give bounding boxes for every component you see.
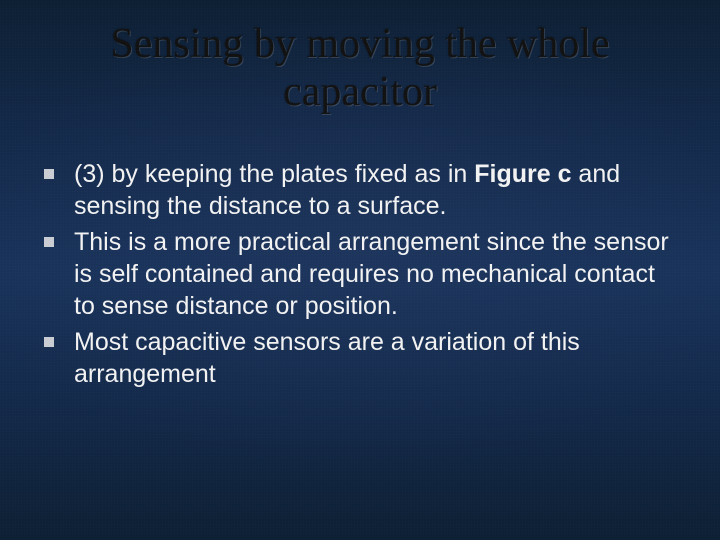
bullet-item: (3) by keeping the plates fixed as in Fi… xyxy=(44,158,670,222)
slide-body: (3) by keeping the plates fixed as in Fi… xyxy=(44,158,670,394)
slide: Sensing by moving the whole capacitor (3… xyxy=(0,0,720,540)
title-line-1: Sensing by moving the whole xyxy=(110,21,609,67)
slide-title: Sensing by moving the whole capacitor xyxy=(60,20,660,117)
bullet-text-bold: Figure c xyxy=(474,160,571,188)
square-bullet-icon xyxy=(44,337,54,347)
bullet-text-pre: (3) by keeping the plates fixed as in xyxy=(74,160,474,188)
bullet-text: Most capacitive sensors are a variation … xyxy=(74,326,670,390)
bullet-item: Most capacitive sensors are a variation … xyxy=(44,326,670,390)
bullet-text-pre: This is a more practical arrangement sin… xyxy=(74,228,669,320)
bullet-text: (3) by keeping the plates fixed as in Fi… xyxy=(74,158,670,222)
bullet-text-pre: Most capacitive sensors are a variation … xyxy=(74,328,580,388)
title-line-2: capacitor xyxy=(283,69,437,115)
square-bullet-icon xyxy=(44,169,54,179)
bullet-item: This is a more practical arrangement sin… xyxy=(44,226,670,322)
square-bullet-icon xyxy=(44,237,54,247)
bullet-text: This is a more practical arrangement sin… xyxy=(74,226,670,322)
